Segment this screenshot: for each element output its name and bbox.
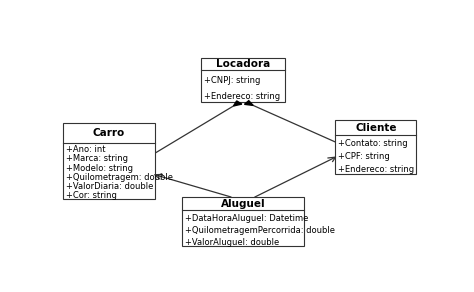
Text: +DataHoraAluguel: Datetime: +DataHoraAluguel: Datetime bbox=[185, 214, 309, 223]
Text: +Endereco: string: +Endereco: string bbox=[204, 92, 280, 101]
Polygon shape bbox=[245, 101, 253, 105]
Text: Locadora: Locadora bbox=[216, 59, 270, 69]
Text: +Quilometragem: double: +Quilometragem: double bbox=[66, 173, 173, 182]
Text: +CNPJ: string: +CNPJ: string bbox=[204, 76, 260, 85]
Text: Cliente: Cliente bbox=[355, 123, 397, 133]
Text: Aluguel: Aluguel bbox=[220, 199, 265, 208]
Text: +Modelo: string: +Modelo: string bbox=[66, 164, 133, 173]
Text: +Ano: int: +Ano: int bbox=[66, 145, 105, 154]
Text: +Cor: string: +Cor: string bbox=[66, 192, 117, 200]
Bar bbox=[336, 121, 416, 174]
Text: +ValorAluguel: double: +ValorAluguel: double bbox=[185, 238, 280, 247]
Text: +ValorDiaria: double: +ValorDiaria: double bbox=[66, 182, 153, 191]
Bar bbox=[201, 58, 285, 102]
Text: Carro: Carro bbox=[93, 128, 125, 138]
Text: +CPF: string: +CPF: string bbox=[338, 152, 390, 161]
Bar bbox=[63, 123, 155, 199]
Text: +Marca: string: +Marca: string bbox=[66, 154, 128, 163]
Text: +QuilometragemPercorrida: double: +QuilometragemPercorrida: double bbox=[185, 226, 335, 235]
Polygon shape bbox=[234, 101, 242, 106]
Text: +Endereco: string: +Endereco: string bbox=[338, 165, 415, 174]
Text: +Contato: string: +Contato: string bbox=[338, 139, 408, 148]
Bar bbox=[182, 197, 303, 246]
